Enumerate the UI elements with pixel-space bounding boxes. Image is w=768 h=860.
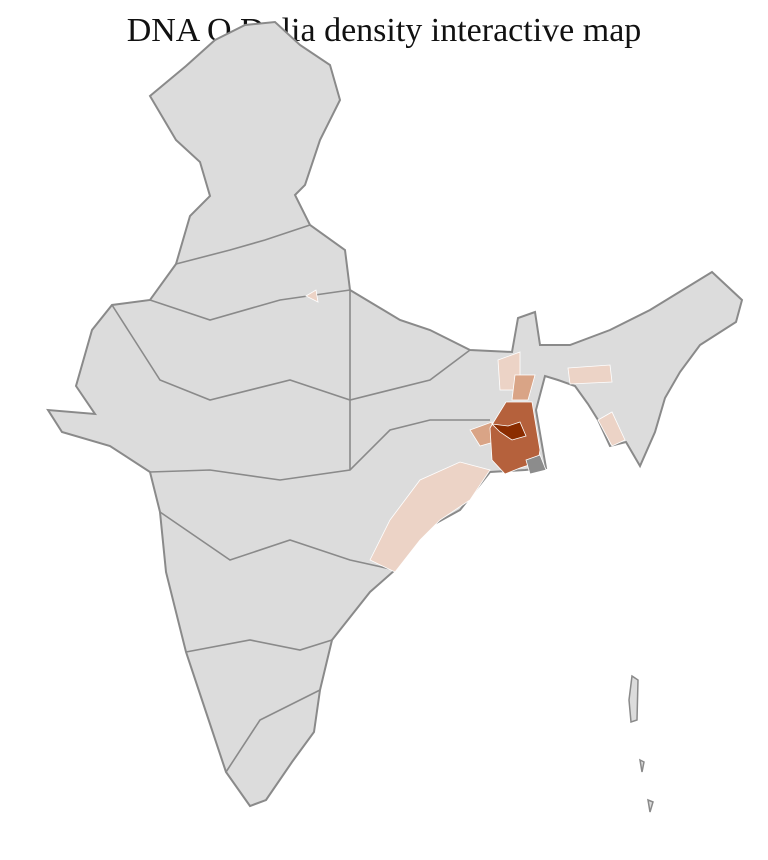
island — [628, 674, 639, 724]
state-border — [225, 689, 321, 773]
region-density-mid[interactable] — [511, 374, 536, 401]
state-border — [111, 304, 471, 401]
region-density-low[interactable] — [305, 289, 319, 303]
state-border — [159, 511, 396, 571]
island — [639, 758, 645, 773]
andaman-nicobar-islands[interactable] — [628, 674, 654, 813]
region-no-data[interactable] — [525, 454, 547, 475]
state-border — [185, 639, 333, 653]
region-density-low[interactable] — [597, 411, 626, 447]
state-border — [175, 224, 311, 265]
region-density-max[interactable] — [490, 421, 527, 441]
island — [647, 798, 654, 813]
state-borders — [111, 224, 490, 773]
region-density-low[interactable] — [369, 461, 491, 573]
india-landmass[interactable] — [46, 20, 744, 808]
region-density-low[interactable] — [567, 364, 613, 385]
